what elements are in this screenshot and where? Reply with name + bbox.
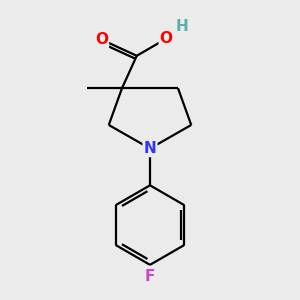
Text: N: N [144, 141, 156, 156]
Text: F: F [145, 268, 155, 284]
Text: O: O [160, 31, 173, 46]
Text: H: H [176, 19, 189, 34]
Text: O: O [95, 32, 108, 47]
